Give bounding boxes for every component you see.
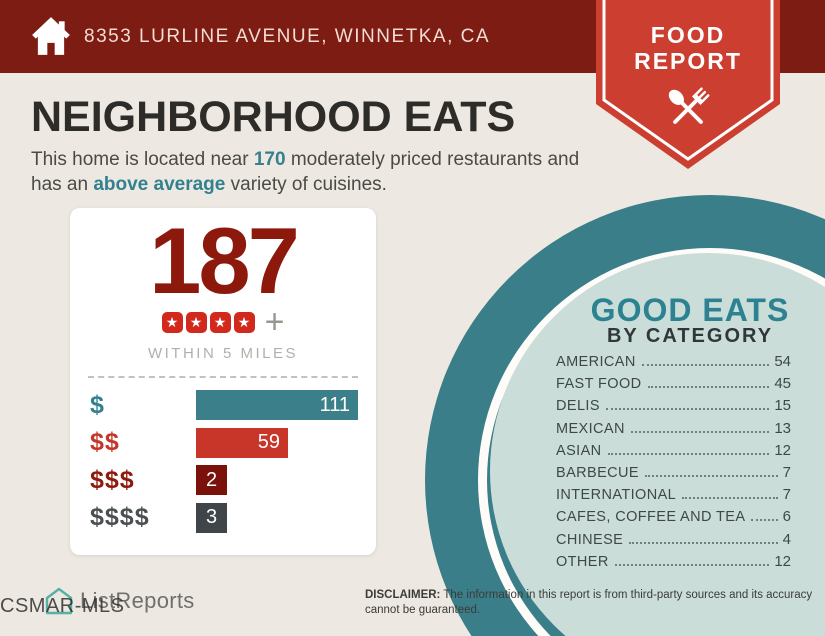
brand-name: ListReports bbox=[80, 588, 195, 613]
brand-house-icon bbox=[45, 587, 73, 615]
category-label: ASIAN bbox=[556, 442, 602, 459]
category-row: DELIS 15 bbox=[556, 397, 791, 419]
star-rating: ★ ★ ★ ★ + bbox=[70, 303, 376, 341]
price-bars: $111 $$ 59 $$$ 2 $$$$ 3 bbox=[90, 390, 376, 540]
ribbon-shape bbox=[596, 0, 780, 169]
dotted-leader bbox=[647, 386, 770, 389]
property-address: 8353 LURLINE AVENUE, WINNETKA, CA bbox=[84, 26, 491, 47]
price-level-label: $$$$ bbox=[90, 503, 150, 531]
price-bar-value: 111 bbox=[319, 393, 350, 416]
price-bar-value: 2 bbox=[205, 468, 218, 491]
category-value: 4 bbox=[782, 530, 791, 548]
category-row: INTERNATIONAL 7 bbox=[556, 486, 791, 508]
home-icon bbox=[32, 17, 70, 55]
radius-label: WITHIN 5 MILES bbox=[147, 345, 298, 362]
category-value: 15 bbox=[774, 397, 791, 415]
category-label: INTERNATIONAL bbox=[556, 487, 677, 504]
dotted-leader bbox=[605, 408, 770, 411]
category-row: AMERICAN 54 bbox=[556, 353, 791, 375]
dashed-divider bbox=[88, 376, 358, 378]
dotted-leader bbox=[607, 452, 770, 455]
dotted-leader bbox=[682, 497, 778, 500]
category-row: OTHER 12 bbox=[556, 553, 791, 575]
intro-mid: moderately priced restaurants and has an bbox=[31, 149, 580, 196]
dotted-leader bbox=[629, 541, 778, 544]
plus-icon: + bbox=[264, 303, 285, 341]
category-label: CAFES, COFFEE AND TEA bbox=[556, 509, 746, 526]
restaurant-count: 187 bbox=[149, 208, 300, 313]
intro-pre: This home is located near bbox=[31, 149, 254, 170]
intro-count: 170 bbox=[253, 149, 286, 170]
category-value: 6 bbox=[782, 508, 791, 526]
dotted-leader bbox=[641, 364, 770, 366]
spoon-fork-icon bbox=[668, 87, 710, 124]
star-icon: ★ bbox=[185, 312, 207, 333]
price-bar-row: $111 bbox=[90, 390, 376, 420]
restaurant-stats-card: 187 ★ ★ ★ ★ + WITHIN 5 MILES $111 $$ 59 $$$ 2 $$$… bbox=[70, 208, 376, 555]
category-value: 13 bbox=[774, 419, 791, 437]
price-bar: 3 bbox=[196, 502, 227, 533]
price-level-label: $$$ bbox=[90, 465, 135, 494]
dotted-leader bbox=[751, 519, 778, 522]
badge-title-line1: FOOD bbox=[650, 22, 726, 48]
dotted-leader bbox=[644, 474, 778, 477]
disclaimer-text: DISCLAIMER: The information in this repo… bbox=[365, 588, 823, 618]
price-bar-row: $$$ 2 bbox=[90, 465, 376, 495]
category-label: AMERICAN bbox=[556, 354, 636, 370]
price-bar-row: $$ 59 bbox=[90, 427, 376, 458]
disclaimer-body: The information in this report is from t… bbox=[365, 589, 813, 617]
intro-highlight: above average bbox=[93, 174, 226, 196]
intro-text: This home is located near 170 moderately… bbox=[31, 147, 587, 197]
category-row: BARBECUE 7 bbox=[556, 464, 791, 486]
price-level-label: $$ bbox=[90, 428, 120, 456]
category-value: 7 bbox=[782, 463, 791, 481]
category-row: CAFES, COFFEE AND TEA 6 bbox=[556, 508, 791, 530]
food-report-badge: FOOD REPORT bbox=[594, 0, 782, 175]
intro-post: variety of cuisines. bbox=[225, 174, 387, 196]
category-row: ASIAN 12 bbox=[556, 442, 791, 464]
dotted-leader bbox=[630, 430, 770, 433]
category-label: CHINESE bbox=[556, 531, 624, 548]
disclaimer-label: DISCLAIMER: bbox=[365, 589, 441, 601]
good-eats-title: GOOD EATS bbox=[590, 292, 790, 328]
price-bar-value: 59 bbox=[257, 431, 280, 453]
category-row: FAST FOOD 45 bbox=[556, 375, 791, 397]
price-bar: 111 bbox=[196, 390, 358, 420]
price-bar: 2 bbox=[196, 465, 227, 495]
mls-watermark: CSMAR-MLS bbox=[0, 595, 125, 617]
dotted-leader bbox=[614, 563, 770, 566]
category-value: 12 bbox=[774, 552, 791, 570]
category-value: 7 bbox=[782, 486, 791, 504]
category-value: 45 bbox=[774, 375, 791, 393]
category-label: MEXICAN bbox=[556, 420, 625, 437]
good-eats-subtitle: BY CATEGORY bbox=[606, 325, 774, 347]
brand-logo: ListReports bbox=[44, 586, 195, 616]
category-list: AMERICAN 54 FAST FOOD 45 DELIS 15 MEXICAN 13 ASI… bbox=[556, 353, 791, 575]
badge-title-line2: REPORT bbox=[634, 48, 742, 74]
category-value: 54 bbox=[774, 353, 791, 370]
price-level-label: $ bbox=[90, 390, 105, 419]
page-title: NEIGHBORHOOD EATS bbox=[31, 93, 516, 141]
category-label: BARBECUE bbox=[556, 464, 639, 481]
star-icon: ★ bbox=[233, 312, 255, 333]
star-icon: ★ bbox=[161, 312, 183, 333]
star-icon: ★ bbox=[209, 312, 231, 333]
category-label: DELIS bbox=[556, 398, 600, 415]
category-value: 12 bbox=[774, 441, 791, 459]
category-row: CHINESE 4 bbox=[556, 531, 791, 553]
category-label: OTHER bbox=[556, 553, 609, 570]
category-row: MEXICAN 13 bbox=[556, 420, 791, 442]
category-label: FAST FOOD bbox=[556, 376, 642, 393]
price-bar-value: 3 bbox=[205, 506, 218, 528]
price-bar: 59 bbox=[196, 427, 288, 458]
price-bar-row: $$$$ 3 bbox=[90, 502, 376, 533]
